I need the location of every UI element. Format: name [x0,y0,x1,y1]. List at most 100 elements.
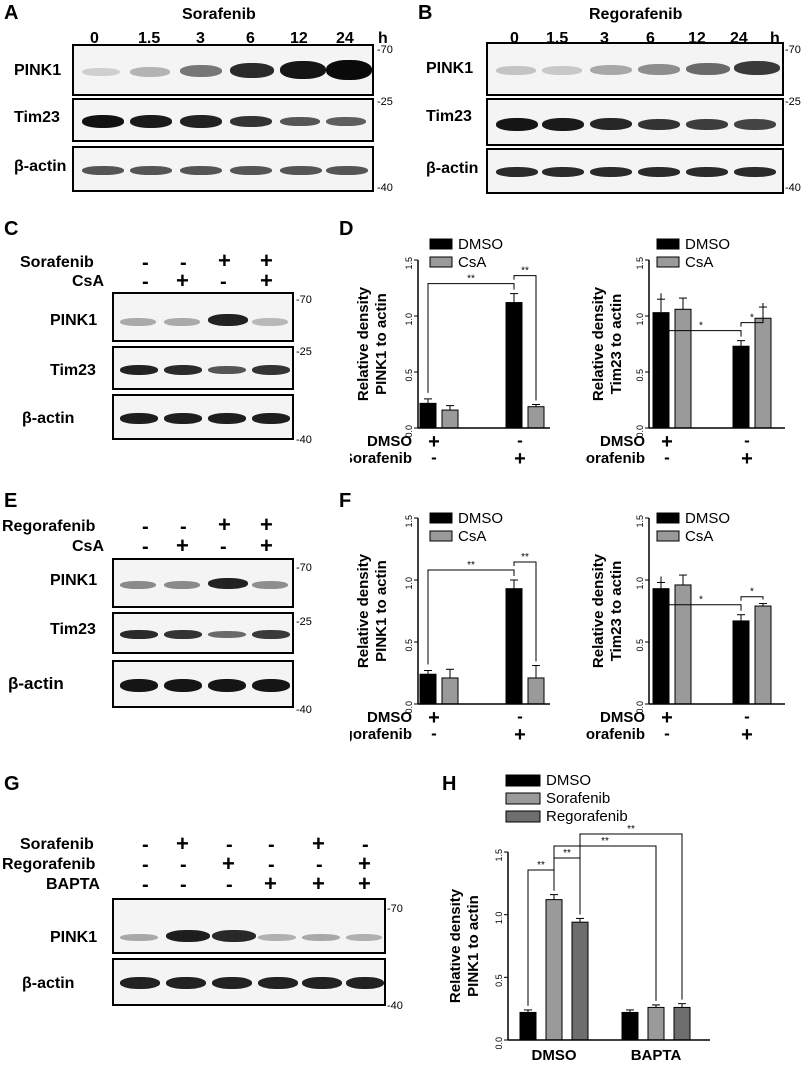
marker-label: -70 [377,44,393,56]
blot-e-actin [112,660,294,708]
chart-h-pink1: 0.0 0.5 1.0 1.5 Relative density PINK1 to act… [450,772,710,1064]
sign: + [176,268,189,293]
time-label: 0 [90,30,99,47]
significance-label: ** [467,274,475,285]
sign: - [220,271,227,293]
group-sign: - [744,707,750,726]
legend-label: CsA [685,528,713,545]
group-sign: + [514,724,526,746]
marker-label: -40 [785,182,801,194]
group-sign: + [661,431,673,453]
y-tick-label: 1.5 [404,515,414,528]
significance-bracket [513,561,537,662]
y-axis-label: Relative density [355,286,372,401]
bar-dmso [519,1011,537,1041]
significance-bracket [740,303,764,327]
y-axis-label: Relative density [450,888,464,1003]
significance-label: * [699,321,703,332]
bar-csa [527,406,545,429]
time-label: 3 [600,30,609,47]
marker-label: -40 [296,704,312,716]
sign: + [358,851,371,876]
blot-b-treatment: Regorafenib [589,6,683,23]
y-tick-label: 1.0 [635,577,645,590]
group-row-label: DMSO [600,433,645,450]
sign: - [220,536,227,558]
sign: + [312,831,325,856]
bar-dmso [732,345,750,429]
legend-swatch [656,238,680,250]
y-axis-label: PINK1 to actin [373,560,390,662]
sign: - [142,874,149,896]
blot-c-tim23 [112,346,294,390]
row-label: PINK1 [14,62,62,79]
group-sign: - [664,448,670,467]
blot-c-pink1 [112,292,294,342]
blot-c-actin [112,394,294,440]
y-tick-label: 1.0 [494,912,504,925]
sign: - [180,252,187,274]
group-row-label: Sorafenib [585,450,645,467]
group-row-label: Regorafenib [585,726,645,743]
marker-label: -40 [296,434,312,446]
marker-label: -25 [296,346,312,358]
sign: + [176,533,189,558]
sign: + [260,533,273,558]
row-label: Tim23 [50,362,96,379]
row-label: β-actin [8,674,64,693]
legend-swatch [429,512,453,524]
panel-label-a: A [4,2,19,24]
blot-g-pink1 [112,898,386,954]
legend-label: CsA [458,254,486,271]
time-unit: h [378,30,388,47]
group-sign: + [741,448,753,470]
blot-e-pink1 [112,558,294,608]
group-sign: - [744,431,750,450]
blot-a-treatment: Sorafenib [182,6,256,23]
time-unit: h [770,30,780,47]
x-category-label: DMSO [532,1047,577,1064]
panel-label-c: C [4,218,19,240]
condition-label: BAPTA [46,876,100,893]
chart-d-pink1: 0.0 0.5 1.0 1.5 Relative density PINK1 to act… [350,236,550,470]
sign: - [142,834,149,856]
group-sign: - [517,707,523,726]
legend-swatch [429,530,453,542]
legend-swatch [429,238,453,250]
sign: + [260,248,273,273]
bar-dmso [419,673,437,705]
significance-label: ** [563,848,571,859]
y-tick-label: 0.5 [635,369,645,382]
group-sign: + [428,431,440,453]
panel-label-e: E [4,490,18,512]
y-tick-label: 0.0 [494,1037,504,1050]
y-tick-label: 0.5 [494,974,504,987]
legend-swatch [505,792,541,805]
legend-label: CsA [685,254,713,271]
time-label: 6 [246,30,255,47]
marker-label: -40 [387,1000,403,1012]
time-label: 3 [196,30,205,47]
time-label: 6 [646,30,655,47]
y-axis-label: Relative density [590,286,607,401]
sign: - [142,536,149,558]
significance-bracket [553,845,657,1001]
legend-swatch [505,810,541,823]
sign: - [268,834,275,856]
group-sign: - [517,431,523,450]
time-label: 0 [510,30,519,47]
time-label: 12 [290,30,308,47]
marker-label: -70 [296,562,312,574]
sign: - [226,834,233,856]
panel-label-f: F [339,490,352,512]
blot-b-actin [486,148,784,194]
legend-swatch [656,512,680,524]
significance-label: * [750,313,754,324]
significance-bracket [579,833,683,1000]
sign: - [316,854,323,876]
significance-bracket [513,275,537,401]
group-sign: - [431,724,437,743]
legend-label: DMSO [685,510,730,527]
y-tick-label: 1.5 [494,849,504,862]
condition-label: Sorafenib [20,836,94,853]
